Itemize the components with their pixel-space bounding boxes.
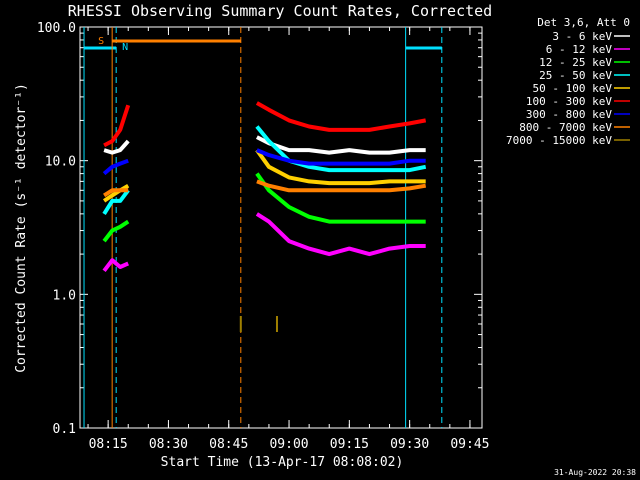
series-line-3-6-keV: [103, 139, 130, 155]
plot-border: [79, 26, 483, 429]
legend-label: 12 - 25 keV: [539, 56, 612, 69]
series-line-800-7000-keV: [256, 179, 427, 193]
series-line-50-100-keV: [255, 148, 426, 186]
legend-label: 6 - 12 keV: [546, 43, 613, 56]
y-tick-label: 0.1: [53, 422, 76, 437]
y-axis-label: Corrected Count Rate (s⁻¹ detector⁻¹): [14, 83, 29, 373]
orbit-markers: NS: [83, 27, 443, 428]
series-line-25-50-keV: [102, 189, 130, 215]
series-line-6-12-keV: [255, 212, 426, 257]
series-line-100-300-keV: [255, 101, 427, 132]
legend-label: 50 - 100 keV: [533, 82, 613, 95]
y-tick-label: 100.0: [37, 21, 76, 36]
series-line-12-25-keV: [102, 219, 130, 243]
legend-label: 25 - 50 keV: [539, 69, 612, 82]
series-line-100-300-keV: [103, 104, 131, 148]
x-tick-label: 09:00: [269, 437, 308, 452]
series-line-800-7000-keV: [103, 188, 129, 198]
saa-label: S: [98, 36, 104, 47]
x-tick-label: 08:30: [149, 437, 188, 452]
x-tick-label: 09:15: [330, 437, 369, 452]
chart-title: RHESSI Observing Summary Count Rates, Co…: [68, 2, 492, 20]
x-tick-label: 08:45: [209, 437, 248, 452]
legend-label: 3 - 6 keV: [552, 30, 612, 43]
series-line-12-25-keV: [255, 172, 426, 224]
x-tick-label: 09:45: [450, 437, 489, 452]
series-line-300-800-keV: [102, 158, 129, 176]
x-tick-label: 08:15: [89, 437, 128, 452]
series-line-25-50-keV: [255, 125, 427, 173]
legend-header: Det 3,6, Att 0: [537, 16, 630, 29]
legend-label: 7000 - 15000 keV: [506, 134, 612, 147]
legend-label: 800 - 7000 keV: [519, 121, 612, 134]
timestamp: 31-Aug-2022 20:38: [554, 468, 636, 477]
x-tick-label: 09:30: [390, 437, 429, 452]
y-tick-label: 10.0: [45, 155, 76, 170]
night-label: N: [122, 42, 128, 53]
legend-label: 100 - 300 keV: [526, 95, 612, 108]
series-line-3-6-keV: [255, 135, 426, 155]
plot-frame: 0.1 1.0 10.0 100.0 08:15 08:30 08:45 09:00 09:15…: [37, 21, 490, 452]
series-line-6-12-keV: [102, 258, 130, 273]
series-line-50-100-keV: [102, 183, 130, 203]
series-lines: [102, 101, 427, 332]
legend-label: 300 - 800 keV: [526, 108, 612, 121]
x-axis-label: Start Time (13-Apr-17 08:08:02): [161, 455, 404, 470]
series-line-300-800-keV: [256, 148, 426, 166]
y-tick-label: 1.0: [53, 288, 76, 303]
